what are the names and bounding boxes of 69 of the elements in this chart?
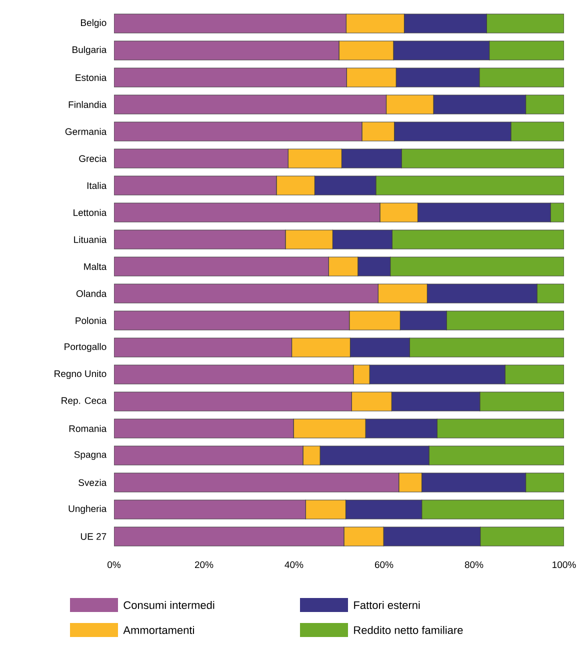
bar — [428, 446, 564, 466]
bar — [114, 40, 340, 60]
bar — [114, 230, 286, 250]
bar — [479, 68, 564, 88]
bar — [114, 148, 288, 168]
y-tick-label: Portogallo — [64, 343, 106, 352]
bar — [525, 94, 564, 114]
y-tick-label: Ungheria — [68, 505, 107, 514]
bar — [114, 202, 380, 222]
y-tick-label: Rep. Ceca — [62, 397, 107, 406]
bar — [114, 364, 354, 384]
bar — [114, 392, 352, 412]
bar — [489, 40, 564, 60]
bar — [114, 446, 304, 466]
x-tick-label: 40% — [284, 561, 304, 568]
bar — [114, 526, 344, 546]
y-tick-label: Bulgaria — [72, 46, 107, 55]
bar — [114, 500, 306, 520]
bar — [114, 14, 346, 34]
y-tick-label: UE 27 — [80, 533, 106, 540]
legend-label: Consumi intermedi — [124, 600, 214, 610]
bar — [114, 472, 400, 492]
bar — [446, 310, 564, 330]
bar — [114, 122, 362, 142]
bar — [114, 94, 387, 114]
bar — [392, 230, 564, 250]
y-tick-label: Estonia — [76, 74, 107, 81]
y-tick-label: Belgio — [81, 19, 106, 28]
bar — [114, 338, 292, 358]
y-tick-label: Lettonia — [74, 209, 107, 216]
bar — [436, 418, 564, 438]
bar — [376, 176, 564, 196]
y-tick-label: Olanda — [76, 290, 107, 297]
y-tick-label: Regno Unito — [54, 370, 106, 379]
legend-label: Fattori esterni — [354, 600, 420, 610]
y-tick-label: Romania — [69, 425, 107, 432]
legend-label: Reddito netto familiare — [354, 626, 463, 634]
x-tick-label: 100% — [552, 561, 576, 568]
y-tick-label: Malta — [84, 263, 107, 270]
bar — [114, 68, 347, 88]
y-tick-label: Spagna — [74, 451, 107, 460]
bar — [409, 338, 564, 358]
bar — [510, 122, 564, 142]
bar — [486, 14, 564, 34]
x-tick-label: 0% — [108, 561, 121, 568]
x-tick-label: 60% — [374, 561, 394, 568]
y-tick-label: Svezia — [78, 479, 107, 486]
x-tick-label: 80% — [464, 561, 484, 568]
y-tick-label: Germania — [65, 128, 107, 135]
bar — [114, 284, 378, 304]
bar — [536, 284, 564, 304]
y-tick-label: Finlandia — [68, 101, 107, 108]
y-tick-label: Polonia — [76, 317, 107, 324]
y-tick-label: Grecia — [79, 155, 107, 162]
bar — [480, 392, 564, 412]
bar — [480, 526, 564, 546]
x-tick-label: 20% — [194, 561, 214, 568]
bar — [401, 148, 564, 168]
bar — [504, 364, 564, 384]
bar — [114, 310, 350, 330]
legend-label: Ammortamenti — [123, 626, 194, 634]
y-tick-label: Italia — [87, 182, 107, 189]
bar — [390, 256, 564, 276]
y-tick-label: Lituania — [74, 236, 107, 243]
bar — [422, 500, 564, 520]
bar — [525, 472, 564, 492]
bar — [114, 256, 329, 276]
bar — [114, 176, 277, 196]
bar — [114, 418, 294, 438]
